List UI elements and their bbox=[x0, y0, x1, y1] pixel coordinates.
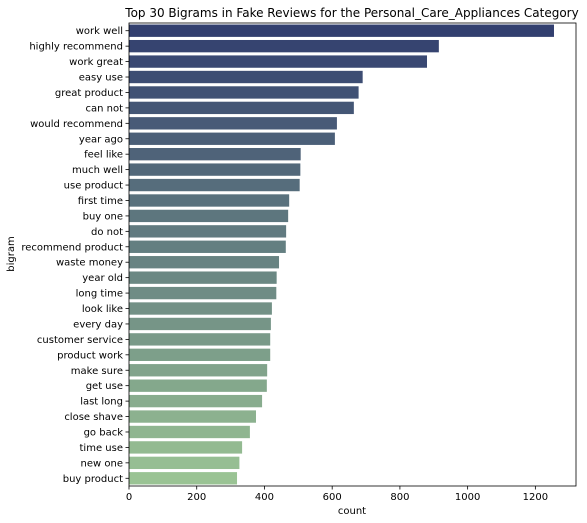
y-tick-label: get use bbox=[86, 381, 123, 392]
y-tick-label: new one bbox=[81, 458, 123, 469]
bar-would-recommend bbox=[129, 117, 337, 130]
bars-group bbox=[129, 24, 554, 485]
y-tick-label: work great bbox=[69, 57, 123, 68]
x-tick-label: 400 bbox=[255, 492, 274, 503]
y-tick-label: great product bbox=[55, 88, 123, 99]
y-tick-label: customer service bbox=[37, 335, 123, 346]
bar-make-sure bbox=[129, 364, 268, 377]
y-tick-label: time use bbox=[80, 443, 123, 454]
y-tick-label: can not bbox=[85, 103, 123, 114]
bar-much-well bbox=[129, 163, 301, 176]
y-tick-label: use product bbox=[64, 181, 123, 192]
bar-last-long bbox=[129, 394, 263, 408]
bar-customer-service bbox=[129, 333, 271, 346]
y-axis-ticks: work well highly recommend work great easy … bbox=[21, 26, 129, 485]
x-tick-label: 800 bbox=[390, 492, 409, 503]
y-tick-label: make sure bbox=[71, 366, 123, 377]
x-axis-label: count bbox=[338, 506, 366, 517]
y-tick-label: work well bbox=[76, 26, 123, 37]
bar-highly-recommend bbox=[129, 39, 439, 53]
x-tick-label: 0 bbox=[126, 492, 132, 503]
y-tick-label: year ago bbox=[79, 134, 123, 145]
bar-year-ago bbox=[129, 132, 335, 145]
y-tick-label: buy product bbox=[63, 474, 123, 485]
bar-buy-product bbox=[129, 472, 238, 485]
y-tick-label: easy use bbox=[79, 73, 123, 84]
y-tick-label: would recommend bbox=[30, 119, 123, 130]
x-tick-label: 200 bbox=[187, 492, 206, 503]
y-tick-label: last long bbox=[80, 397, 123, 408]
bar-work-well bbox=[129, 24, 554, 37]
bar-do-not bbox=[129, 225, 287, 238]
bar-easy-use bbox=[129, 70, 363, 84]
plot-frame bbox=[128, 22, 577, 487]
y-tick-label: waste money bbox=[56, 258, 123, 269]
bar-great-product bbox=[129, 86, 359, 99]
x-axis-ticks: 0 200 400 600 800 1000 1200 bbox=[126, 486, 548, 503]
x-tick-label: 600 bbox=[323, 492, 342, 503]
bar-recommend-product bbox=[129, 240, 286, 253]
y-tick-label: recommend product bbox=[21, 242, 123, 253]
y-tick-label: buy one bbox=[83, 211, 123, 222]
y-tick-label: highly recommend bbox=[29, 42, 123, 53]
bar-look-like bbox=[129, 302, 272, 315]
y-tick-label: long time bbox=[76, 289, 123, 300]
x-tick-label: 1000 bbox=[455, 492, 480, 503]
y-tick-label: look like bbox=[82, 304, 123, 315]
bar-close-shave bbox=[129, 410, 256, 423]
bar-first-time bbox=[129, 194, 290, 207]
bar-product-work bbox=[129, 348, 271, 361]
bar-feel-like bbox=[129, 148, 301, 161]
bar-buy-one bbox=[129, 209, 289, 223]
y-tick-label: first time bbox=[78, 196, 123, 207]
chart-title: Top 30 Bigrams in Fake Reviews for the P… bbox=[124, 6, 578, 20]
bar-every-day bbox=[129, 317, 271, 331]
bar-time-use bbox=[129, 441, 243, 454]
y-tick-label: feel like bbox=[84, 150, 123, 161]
bar-use-product bbox=[129, 178, 300, 192]
bar-get-use bbox=[129, 379, 267, 392]
bar-year-old bbox=[129, 271, 277, 284]
bar-work-great bbox=[129, 55, 427, 68]
y-tick-label: close shave bbox=[64, 412, 123, 423]
y-tick-label: go back bbox=[84, 427, 124, 438]
bar-new-one bbox=[129, 456, 240, 470]
bar-long-time bbox=[129, 286, 277, 300]
y-tick-label: every day bbox=[73, 319, 123, 330]
y-tick-label: do not bbox=[91, 227, 123, 238]
bar-go-back bbox=[129, 425, 250, 439]
y-tick-label: product work bbox=[57, 350, 123, 361]
axis-spines bbox=[128, 22, 577, 487]
y-tick-label: year old bbox=[82, 273, 123, 284]
x-tick-label: 1200 bbox=[523, 492, 548, 503]
y-tick-label: much well bbox=[72, 165, 123, 176]
y-axis-label: bigram bbox=[6, 236, 17, 271]
bar-waste-money bbox=[129, 256, 280, 269]
bar-can-not bbox=[129, 101, 354, 115]
